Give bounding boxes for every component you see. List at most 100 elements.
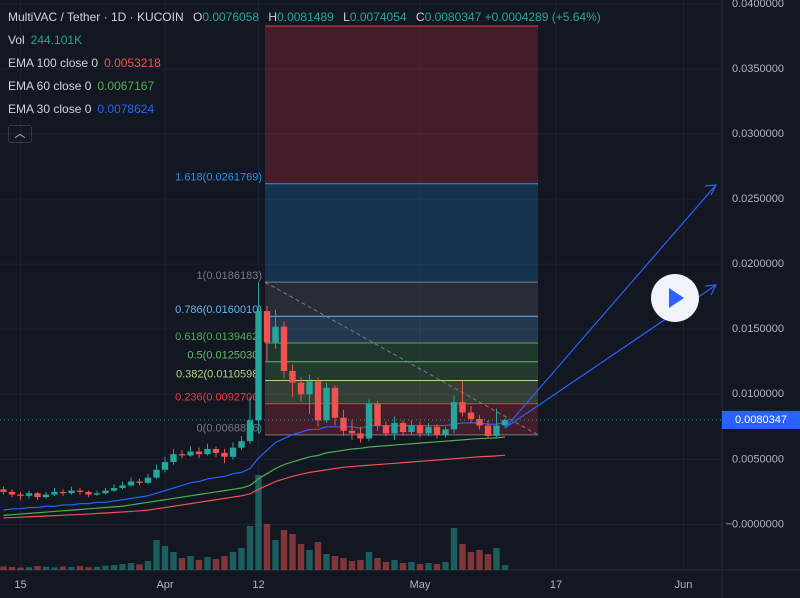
volume-bar <box>195 560 203 570</box>
candle-body <box>127 481 135 486</box>
volume-bar <box>314 542 322 570</box>
volume-bar <box>501 565 509 570</box>
ema-value: 0.0053218 <box>104 56 161 70</box>
candle-body <box>161 461 169 470</box>
fib-trend <box>264 281 539 436</box>
candle-body <box>348 430 356 434</box>
volume-bar <box>340 558 347 570</box>
candle-body <box>357 433 364 439</box>
volume-bar <box>459 544 466 570</box>
exchange: KUCOIN <box>136 10 184 24</box>
candle-body <box>263 311 271 343</box>
candle-body <box>306 381 313 395</box>
ohlc-key: O <box>192 10 203 24</box>
volume-bar <box>17 567 24 570</box>
x-tick-label: Jun <box>675 579 693 591</box>
projection-line <box>504 184 717 429</box>
volume-bar <box>374 558 381 570</box>
volume-bar <box>34 566 41 570</box>
volume-bar <box>8 567 16 570</box>
candle-body <box>433 426 441 435</box>
collapse-button[interactable]: ︿ <box>8 125 32 143</box>
candle-body <box>187 451 194 456</box>
volume-bar <box>25 567 33 570</box>
volume-bar <box>144 561 152 570</box>
candle-body <box>280 326 288 371</box>
y-tick-label: 0.0250000 <box>732 193 784 205</box>
ohlc-key: L <box>343 10 350 24</box>
candle-body <box>119 485 126 489</box>
volume-bar <box>204 557 211 570</box>
ema-line <box>3 454 506 519</box>
candle-body <box>493 425 500 436</box>
fib-zone <box>265 26 538 184</box>
volume-bar <box>136 564 143 570</box>
ema-rows: EMA 100 close 0 0.0053218 EMA 60 close 0 0.… <box>8 52 601 121</box>
fib-label: 0.618(0.0139462) <box>175 331 262 343</box>
volume-bar <box>442 562 449 570</box>
volume-bar <box>229 552 237 570</box>
ema-line <box>3 421 506 511</box>
play-icon <box>669 288 684 308</box>
candle-body <box>331 387 339 418</box>
candle-body <box>68 490 75 494</box>
fib-label: 1.618(0.0261769) <box>175 172 262 184</box>
volume-bar <box>178 558 186 570</box>
candle-body <box>0 489 7 492</box>
fib-label: 1(0.0186183) <box>197 270 262 282</box>
x-tick-label: May <box>410 579 431 591</box>
candle-body <box>8 491 16 495</box>
volume-bar <box>297 544 305 570</box>
candle-body <box>42 494 50 498</box>
candle-body <box>195 451 203 455</box>
candle-body <box>297 382 305 395</box>
fib-label: 0.382(0.0110598) <box>176 368 262 380</box>
candle-body <box>221 452 228 457</box>
candle-body <box>365 403 373 439</box>
volume-bar <box>212 559 220 570</box>
candle-body <box>399 422 407 433</box>
candle-body <box>34 493 41 498</box>
volume-bar <box>119 564 126 570</box>
candle-body <box>340 417 347 431</box>
ohlc-key: C <box>415 10 425 24</box>
ema-name: EMA 60 close 0 <box>8 79 92 93</box>
candle-body <box>467 412 475 420</box>
fib-label: 0.5(0.0125030) <box>187 350 262 362</box>
ema-row: EMA 60 close 0 0.0067167 <box>8 75 601 98</box>
volume-bar <box>246 526 254 570</box>
candle-body <box>76 490 84 492</box>
candle-body <box>255 311 262 421</box>
volume-bar <box>416 564 424 570</box>
change: +0.0004289 (+5.64%) <box>484 10 601 24</box>
ema-row: EMA 100 close 0 0.0053218 <box>8 52 601 75</box>
candle-body <box>212 448 220 453</box>
ema-value: 0.0067167 <box>97 79 155 93</box>
volume-bar <box>425 563 432 570</box>
volume-bar <box>476 550 483 570</box>
candle-body <box>459 402 466 413</box>
x-tick-label: Apr <box>156 579 173 591</box>
x-tick-label: 12 <box>252 579 264 591</box>
y-tick-label: 0.0400000 <box>732 0 784 10</box>
volume-pane <box>0 475 509 570</box>
ohlc-value: 0.0076058 <box>202 10 260 24</box>
candle-body <box>314 381 322 421</box>
y-tick-label: −0.0000000 <box>726 518 784 530</box>
candle-body <box>93 493 101 495</box>
volume-bar <box>323 554 330 570</box>
candle-body <box>416 425 424 434</box>
symbol: MultiVAC / Tether <box>8 10 101 24</box>
candle-body <box>323 387 330 421</box>
volume-bar <box>238 548 245 570</box>
ohlc-key: H <box>268 10 278 24</box>
volume-value: 244.101K <box>30 33 83 47</box>
x-tick-label: 15 <box>14 579 26 591</box>
volume-bar <box>51 567 58 570</box>
candle-body <box>178 454 186 456</box>
ohlc-value: 0.0081489 <box>277 10 334 24</box>
volume-bar <box>110 565 118 570</box>
fib-zone <box>265 380 538 404</box>
volume-bar <box>127 563 135 570</box>
fib-zone <box>265 361 538 381</box>
